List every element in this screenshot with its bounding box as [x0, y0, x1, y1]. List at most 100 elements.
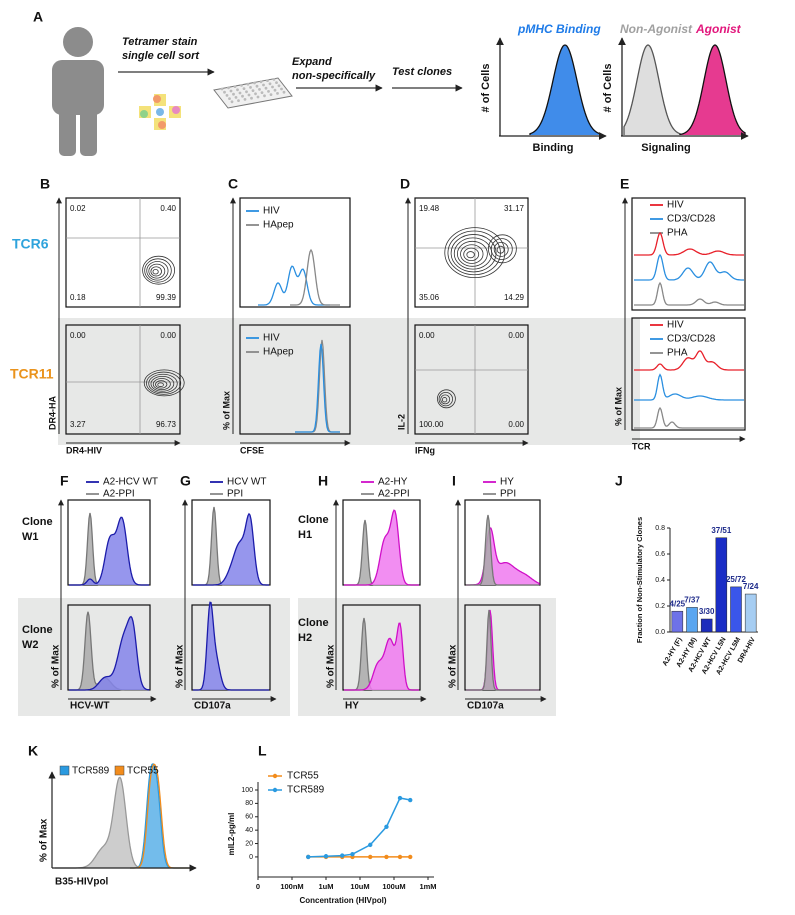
label: IL-2: [396, 414, 406, 430]
point: [323, 854, 329, 859]
legend-label: CD3/CD28: [667, 214, 716, 225]
contour: [144, 258, 172, 283]
histogram: [466, 609, 539, 691]
point: [384, 854, 389, 860]
y-tick-label: 0.8: [655, 525, 665, 532]
person-head: [63, 27, 93, 57]
histogram: [193, 512, 269, 586]
plate-well: [238, 91, 242, 95]
quadrant-value: 0.00: [419, 331, 435, 340]
contour: [146, 371, 182, 395]
plate-well: [254, 92, 257, 96]
contour: [453, 237, 493, 270]
quadrant-value: 14.29: [504, 293, 525, 302]
tetramer-dot: [156, 108, 164, 116]
histogram: [258, 265, 330, 306]
histogram: [529, 44, 601, 135]
plate-well: [240, 84, 243, 87]
legend-label: HIV: [263, 333, 280, 344]
y-tick-label: 0.6: [655, 551, 665, 558]
plot-frame: [631, 317, 746, 431]
label: CD107a: [194, 701, 231, 712]
plate-well: [232, 92, 235, 96]
contour: [150, 266, 162, 277]
contour: [148, 373, 178, 394]
contour: [466, 251, 475, 259]
contour: [450, 234, 497, 273]
plate-well: [264, 86, 268, 90]
label: % of Max: [221, 391, 231, 430]
label: CFSE: [240, 445, 264, 455]
contour: [493, 241, 509, 257]
quadrant-value: 0.00: [508, 420, 524, 429]
plate-well: [242, 87, 246, 90]
legend-swatch: [59, 765, 70, 776]
histogram: [193, 601, 269, 691]
legend-label: TCR589: [287, 785, 325, 796]
y-tick-label: 0.4: [655, 577, 665, 584]
contour: [142, 255, 176, 285]
label: DR4-HIV: [66, 445, 102, 455]
contour: [157, 382, 164, 387]
bar: [744, 593, 757, 633]
bar: [700, 618, 713, 633]
point: [397, 795, 403, 801]
legend-label: A2-PPI: [103, 489, 135, 500]
clone-label: W2: [22, 639, 39, 651]
label: % of Max: [51, 644, 62, 688]
histogram: [290, 248, 340, 306]
value-label: 4/25: [670, 599, 686, 608]
label: HCV-WT: [70, 701, 109, 712]
contour: [436, 389, 456, 409]
label: # of Cells: [480, 64, 492, 113]
plate-well: [220, 87, 224, 91]
plate-well: [245, 90, 248, 94]
x-tick-label: 1mM: [419, 882, 436, 891]
point: [368, 842, 373, 848]
legend-swatch: [114, 765, 125, 776]
axis-title: Concentration (HIVpol): [299, 896, 386, 905]
plate-well: [247, 93, 251, 97]
histogram: [634, 350, 744, 371]
plate-well: [225, 94, 229, 97]
series-line: [308, 797, 411, 858]
quadrant-value: 35.06: [419, 293, 440, 302]
panel-label: A: [33, 9, 43, 25]
label: % of Max: [326, 644, 337, 688]
contour: [487, 234, 517, 264]
plate-well: [246, 82, 250, 86]
label: # of Cells: [602, 64, 614, 113]
bar: [730, 586, 742, 633]
legend-label: A2-HCV WT: [103, 477, 158, 488]
plate-well: [260, 91, 264, 94]
histogram: [634, 281, 744, 306]
label: B35-HIVpol: [55, 877, 109, 888]
legend-label: PPI: [500, 489, 516, 500]
plot-frame: [65, 197, 181, 308]
legend-label: HCV WT: [227, 477, 266, 488]
row-band: [298, 598, 556, 716]
point: [306, 854, 311, 860]
histogram: [55, 776, 190, 869]
label: Signaling: [641, 142, 691, 154]
contour: [152, 378, 171, 391]
legend-label: HY: [500, 477, 514, 488]
label: single cell sort: [122, 50, 200, 62]
contour: [441, 397, 448, 403]
value-label: 3/30: [699, 607, 715, 616]
tetramer-dot: [172, 106, 180, 114]
plate-well: [280, 87, 283, 91]
clone-label: W1: [22, 531, 39, 543]
quadrant-value: 31.17: [504, 204, 525, 213]
histogram: [69, 516, 149, 586]
plate-well: [233, 85, 237, 88]
y-tick-label: 80: [245, 800, 253, 807]
y-tick-label: 40: [245, 827, 253, 834]
legend-label: PPI: [227, 489, 243, 500]
point: [397, 854, 403, 860]
y-tick-label: 0: [249, 854, 253, 861]
plot-frame: [239, 324, 351, 435]
label: non-specifically: [292, 70, 376, 82]
label: Expand: [292, 56, 332, 68]
panel-label: I: [452, 473, 456, 489]
